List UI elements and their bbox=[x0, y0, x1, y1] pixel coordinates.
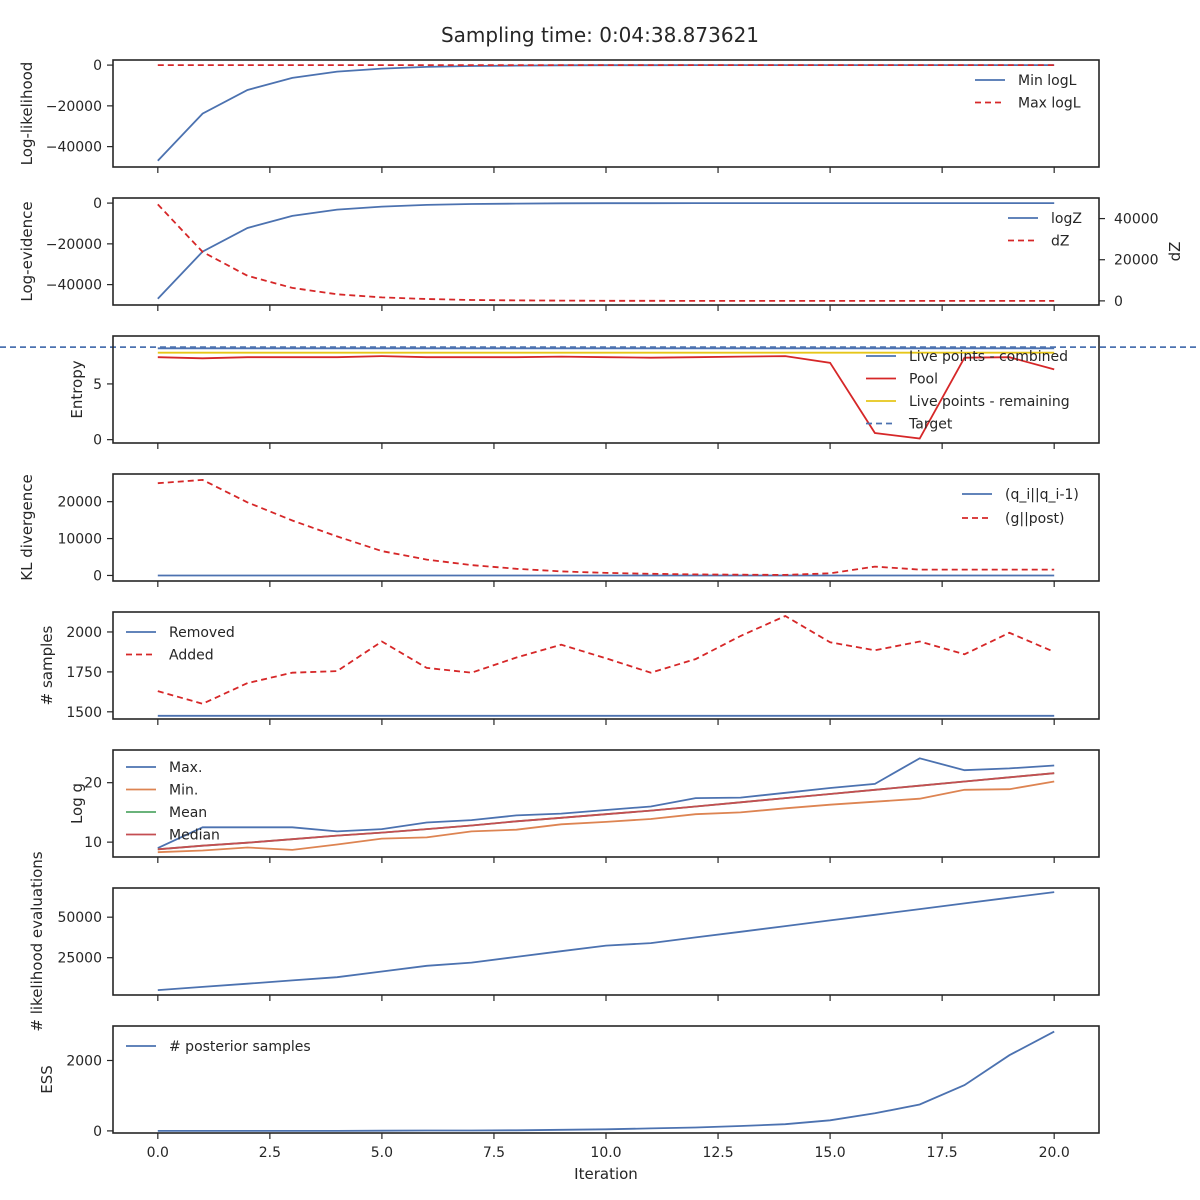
axes-frame bbox=[112, 473, 1100, 582]
y-tick-label: −40000 bbox=[46, 278, 102, 294]
y2-axis-label: dZ bbox=[1166, 242, 1184, 262]
legend-label: # posterior samples bbox=[169, 1039, 311, 1055]
panels-container: 0 −20000 −40000 Log-likelihood Min logL Max l… bbox=[0, 58, 1200, 1183]
y-axis-label: KL divergence bbox=[18, 474, 36, 580]
legend: # posterior samples bbox=[126, 1039, 311, 1055]
y-tick-label: −40000 bbox=[46, 140, 102, 156]
y-tick-label: 0 bbox=[93, 58, 102, 74]
axes-frame bbox=[112, 197, 1100, 306]
panel-4: 0 10000 20000 KL divergence (q_i||q_i-1) (g||… bbox=[18, 473, 1100, 587]
panel-7: 25000 50000 # likelihood evaluations bbox=[28, 851, 1100, 1032]
x-tick-label: 10.0 bbox=[590, 1145, 621, 1161]
x-tick-label: 12.5 bbox=[702, 1145, 733, 1161]
series-line-median bbox=[157, 772, 1055, 851]
legend-label: logZ bbox=[1051, 211, 1082, 227]
y-tick-label: 20000 bbox=[57, 495, 102, 511]
x-tick-label: 15.0 bbox=[815, 1145, 846, 1161]
series-line-mean bbox=[157, 772, 1055, 851]
legend: (q_i||q_i-1) (g||post) bbox=[962, 487, 1079, 527]
x-tick-label: 5.0 bbox=[371, 1145, 393, 1161]
y-tick-label: 10000 bbox=[57, 532, 102, 548]
legend-label: Mean bbox=[169, 805, 207, 821]
y-tick-label: 1500 bbox=[66, 705, 102, 721]
panel-8: 0 2000 0.0 2.5 5.0 7.5 10.0 12.5 15.0 17.5 20.0 ESS… bbox=[38, 1025, 1100, 1183]
panel-2: 0 −20000 −40000 0 20000 40000 dZ Log-evidence lo… bbox=[18, 196, 1184, 311]
y-tick-label: 50000 bbox=[57, 910, 102, 926]
axes-frame bbox=[112, 887, 1100, 996]
series-line-min-logl bbox=[157, 64, 1055, 162]
y-tick-label: −20000 bbox=[46, 237, 102, 253]
series-line-g-post bbox=[157, 478, 1055, 576]
y-axis-label: ESS bbox=[38, 1065, 56, 1094]
series-line-posterior-samples bbox=[157, 1030, 1055, 1132]
y-tick-label: 5 bbox=[93, 377, 102, 393]
y-tick-label: 25000 bbox=[57, 951, 102, 967]
legend: Removed Added bbox=[126, 625, 235, 664]
y-axis-label: Entropy bbox=[68, 360, 86, 418]
legend-label: Median bbox=[169, 828, 220, 844]
panel-1: 0 −20000 −40000 Log-likelihood Min logL Max l… bbox=[18, 58, 1100, 173]
series-line-dz bbox=[157, 203, 1055, 302]
y-axis-label: # samples bbox=[38, 625, 56, 705]
y-axis-label: Log-evidence bbox=[18, 201, 36, 301]
y-tick-label: 0 bbox=[93, 1124, 102, 1140]
legend-label: Min logL bbox=[1018, 73, 1077, 89]
legend-label: (g||post) bbox=[1005, 511, 1064, 527]
y-tick-label: 2000 bbox=[66, 1053, 102, 1069]
legend-label: Added bbox=[169, 648, 214, 664]
y2-tick-label: 0 bbox=[1114, 294, 1123, 310]
y-tick-label: 0 bbox=[93, 196, 102, 212]
y2-tick-label: 40000 bbox=[1114, 212, 1159, 228]
x-tick-label: 20.0 bbox=[1039, 1145, 1070, 1161]
figure-title: Sampling time: 0:04:38.873621 bbox=[441, 23, 759, 47]
series-line-max bbox=[157, 757, 1055, 849]
legend-label: Max logL bbox=[1018, 96, 1081, 112]
y-tick-label: 0 bbox=[93, 568, 102, 584]
series-line-series bbox=[157, 891, 1055, 991]
legend: Max. Min. Mean Median bbox=[126, 760, 220, 844]
y-tick-label: 2000 bbox=[66, 625, 102, 641]
series-line-pool bbox=[157, 355, 1055, 440]
x-tick-label: 7.5 bbox=[483, 1145, 505, 1161]
legend-label: Target bbox=[908, 417, 953, 433]
y-tick-label: −20000 bbox=[46, 99, 102, 115]
y-tick-label: 0 bbox=[93, 433, 102, 449]
legend-label: dZ bbox=[1051, 234, 1069, 250]
y-tick-label: 10 bbox=[84, 835, 102, 851]
legend-label: Max. bbox=[169, 760, 202, 776]
x-axis-label: Iteration bbox=[574, 1165, 638, 1183]
y-axis-label: # likelihood evaluations bbox=[28, 851, 46, 1031]
y-tick-label: 1750 bbox=[66, 665, 102, 681]
axes-frame bbox=[112, 611, 1100, 720]
series-line-logz bbox=[157, 202, 1055, 300]
x-tick-label: 2.5 bbox=[259, 1145, 281, 1161]
panel-5: 1500 1750 2000 # samples Removed Added bbox=[38, 611, 1100, 725]
legend: logZ dZ bbox=[1008, 211, 1082, 250]
legend: Min logL Max logL bbox=[975, 73, 1081, 112]
series-line-added bbox=[157, 614, 1055, 705]
y-tick-label: 20 bbox=[84, 776, 102, 792]
legend-label: Pool bbox=[909, 372, 938, 388]
legend-label: Removed bbox=[169, 625, 235, 641]
series-line-min bbox=[157, 780, 1055, 854]
legend: Live points - combined Pool Live points - … bbox=[866, 349, 1070, 433]
legend-label: Live points - remaining bbox=[909, 394, 1070, 410]
legend-label: Live points - combined bbox=[909, 349, 1068, 365]
legend-label: (q_i||q_i-1) bbox=[1005, 487, 1079, 503]
y2-tick-label: 20000 bbox=[1114, 253, 1159, 269]
x-tick-label: 0.0 bbox=[147, 1145, 169, 1161]
axes-frame bbox=[112, 59, 1100, 168]
x-tick-label: 17.5 bbox=[927, 1145, 958, 1161]
y-axis-label: Log g bbox=[68, 783, 86, 824]
y-axis-label: Log-likelihood bbox=[18, 62, 36, 166]
legend-label: Min. bbox=[169, 783, 198, 799]
